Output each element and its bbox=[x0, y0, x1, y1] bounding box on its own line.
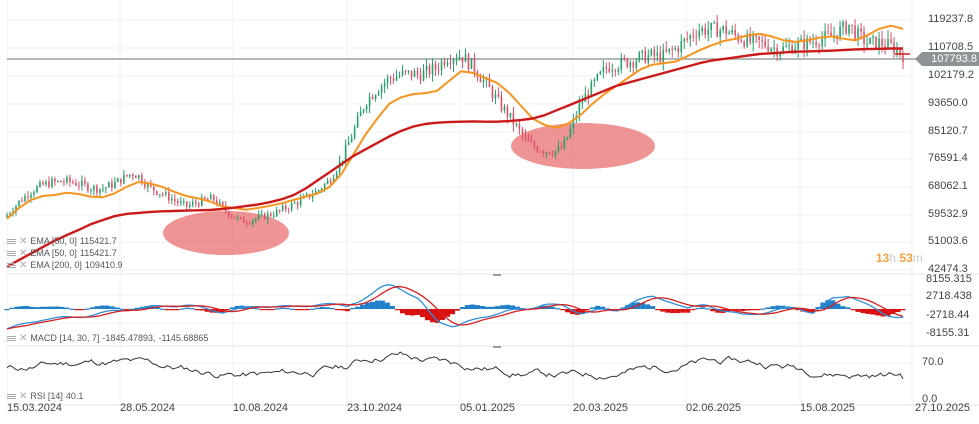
close-icon[interactable]: ✕ bbox=[19, 259, 28, 271]
legend-rsi[interactable]: ✕ RSI [14] 40.1 bbox=[7, 391, 83, 401]
macd-axis-tick: -2718.44 bbox=[926, 309, 970, 321]
rsi-axis-tick-70: 70.0 bbox=[922, 356, 944, 368]
close-icon[interactable]: ✕ bbox=[19, 390, 28, 402]
legend-ema-50-b[interactable]: ✕ EMA [50, 0] 115421.7 bbox=[7, 248, 117, 258]
price-axis-tick: 42474.3 bbox=[928, 263, 968, 275]
legend-macd-label: MACD [14, 30, 7] bbox=[30, 333, 100, 343]
price-axis-tick: 102179.2 bbox=[928, 69, 974, 81]
menu-icon[interactable] bbox=[7, 262, 16, 268]
macd-axis-tick: -8155.31 bbox=[926, 327, 970, 339]
legend-ema-200-value: 109410.9 bbox=[84, 260, 123, 270]
pane-resize-handle-rsi[interactable] bbox=[493, 346, 501, 348]
legend-rsi-value: 40.1 bbox=[65, 391, 84, 401]
menu-icon[interactable] bbox=[7, 238, 16, 244]
time-axis-tick: 10.08.2024 bbox=[233, 402, 289, 414]
price-axis-tick: 51003.6 bbox=[928, 235, 968, 247]
time-axis-tick: 15.08.2025 bbox=[800, 402, 856, 414]
rsi-pane bbox=[6, 351, 904, 380]
support-zone-1 bbox=[163, 211, 289, 255]
price-axis-tick: 68062.1 bbox=[928, 180, 968, 192]
time-axis-tick: 20.03.2025 bbox=[573, 402, 629, 414]
countdown-hours-unit: h bbox=[889, 251, 897, 265]
time-axis-tick: 02.06.2025 bbox=[686, 402, 742, 414]
legend-macd[interactable]: ✕ MACD [14, 30, 7] -1845.47893, -1145.68… bbox=[7, 333, 208, 343]
price-axis-tick: 93650.0 bbox=[928, 97, 968, 109]
price-axis-tick: 119237.8 bbox=[928, 13, 974, 25]
ema-200-line bbox=[6, 47, 903, 268]
close-icon[interactable]: ✕ bbox=[19, 235, 28, 247]
time-axis-tick: 05.01.2025 bbox=[460, 402, 516, 414]
legend-ema-50-a[interactable]: ✕ EMA [50, 0] 115421.7 bbox=[7, 236, 117, 246]
macd-pane bbox=[4, 284, 906, 330]
legend-ema-200-label: EMA [200, 0] bbox=[30, 260, 82, 270]
legend-macd-value1: -1845.47893, bbox=[102, 333, 156, 343]
macd-axis-tick: 8155.315 bbox=[926, 273, 972, 285]
current-price-tag: 107793.8 bbox=[915, 52, 979, 66]
legend-ema-50-a-label: EMA [50, 0] bbox=[30, 236, 77, 246]
countdown-minutes-unit: m bbox=[912, 251, 923, 265]
time-axis-tick: 23.10.2024 bbox=[347, 402, 403, 414]
price-axis-tick: 85120.7 bbox=[928, 125, 968, 137]
price-axis-tick: 76591.4 bbox=[928, 152, 968, 164]
countdown-minutes: 53 bbox=[899, 251, 913, 265]
time-axis-tick: 15.03.2024 bbox=[7, 402, 63, 414]
legend-ema-50-b-value: 115421.7 bbox=[79, 248, 117, 258]
grid bbox=[6, 0, 979, 406]
legend-rsi-label: RSI [14] bbox=[30, 391, 63, 401]
candle-countdown: 13h 53m bbox=[876, 251, 923, 265]
pane-resize-handle-macd[interactable] bbox=[493, 274, 501, 276]
price-axis-tick: 59532.9 bbox=[928, 208, 968, 220]
legend-ema-50-a-value: 115421.7 bbox=[79, 236, 117, 246]
time-axis-tick: 27.10.2025 bbox=[915, 402, 971, 414]
legend-macd-value2: -1145.68865 bbox=[158, 333, 209, 343]
menu-icon[interactable] bbox=[7, 335, 16, 341]
macd-axis-tick: 2718.438 bbox=[926, 290, 972, 302]
ema-50-line bbox=[6, 24, 904, 220]
legend-ema-50-b-label: EMA [50, 0] bbox=[30, 248, 77, 258]
countdown-hours: 13 bbox=[876, 251, 890, 265]
support-zone-2 bbox=[511, 123, 655, 169]
legend-ema-200[interactable]: ✕ EMA [200, 0] 109410.9 bbox=[7, 260, 122, 270]
menu-icon[interactable] bbox=[7, 393, 16, 399]
rsi-axis-tick-0: 0.0 bbox=[922, 393, 938, 405]
menu-icon[interactable] bbox=[7, 250, 16, 256]
close-icon[interactable]: ✕ bbox=[19, 247, 28, 259]
price-axis-tick: 110708.5 bbox=[928, 41, 974, 53]
close-icon[interactable]: ✕ bbox=[19, 332, 28, 344]
time-axis-tick: 28.05.2024 bbox=[120, 402, 176, 414]
